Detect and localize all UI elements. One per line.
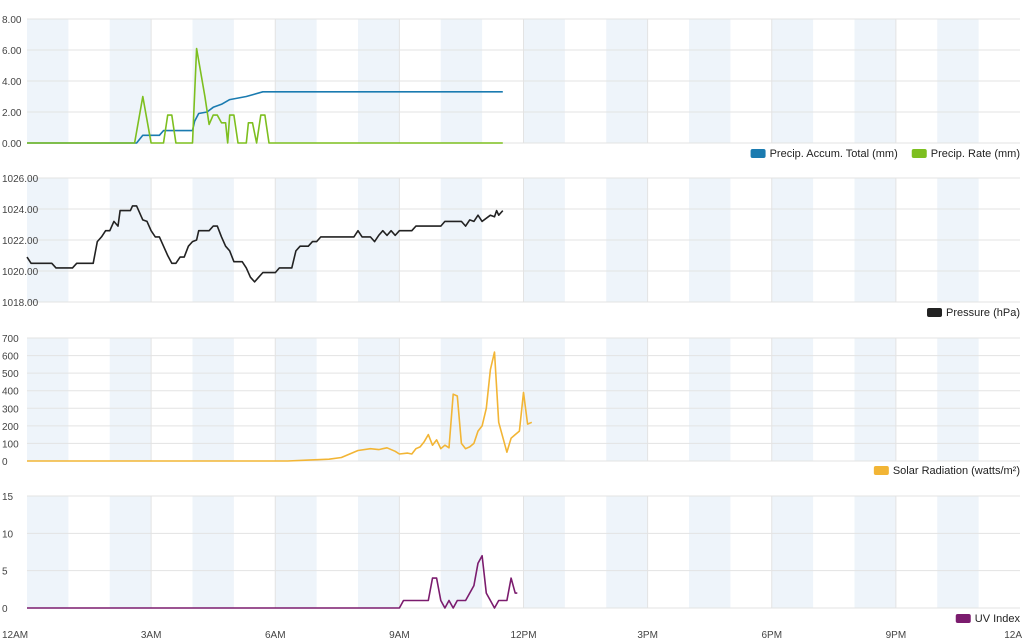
hour-band <box>358 338 400 461</box>
series-line-precipitation-1 <box>27 47 503 144</box>
hour-band <box>606 338 648 461</box>
hour-band <box>606 496 648 608</box>
hour-band <box>275 338 317 461</box>
y-tick-label: 0 <box>2 457 8 468</box>
y-tick-label: 8.00 <box>2 15 22 26</box>
x-tick-label: 12A <box>1004 630 1022 641</box>
hour-band <box>937 338 979 461</box>
hour-band <box>771 496 814 608</box>
x-tick-label: 12PM <box>510 630 536 641</box>
x-tick-label: 12AM <box>2 630 28 641</box>
hour-band <box>689 338 731 461</box>
legend-label[interactable]: Precip. Rate (mm) <box>931 148 1020 160</box>
y-tick-label: 2.00 <box>2 108 22 119</box>
x-tick-label: 9PM <box>886 630 907 641</box>
x-tick-label: 6PM <box>761 630 782 641</box>
series-line-precipitation-0 <box>27 91 503 144</box>
x-tick-label: 9AM <box>389 630 410 641</box>
y-tick-label: 1018.00 <box>2 298 39 309</box>
legend-swatch <box>911 149 927 158</box>
y-tick-label: 1026.00 <box>2 174 39 185</box>
y-tick-label: 10 <box>2 529 14 540</box>
y-tick-label: 1022.00 <box>2 236 39 247</box>
series-line-solar-0 <box>27 351 533 462</box>
x-tick-label: 6AM <box>265 630 286 641</box>
y-tick-label: 200 <box>2 422 19 433</box>
y-tick-label: 700 <box>2 334 19 345</box>
hour-band <box>27 496 69 608</box>
y-tick-label: 5 <box>2 567 8 578</box>
chart-panel-precipitation: 0.00 2.00 4.00 6.00 8.00 Precip. Rate (mm) Pre… <box>2 15 1020 160</box>
chart-panel-solar: 0 100 200 300 400 500 600 700 Solar Radiation (w… <box>2 334 1020 477</box>
y-tick-label: 1024.00 <box>2 205 39 216</box>
hour-band <box>275 496 317 608</box>
y-tick-label: 300 <box>2 404 19 415</box>
x-tick-label: 3PM <box>637 630 658 641</box>
y-tick-label: 4.00 <box>2 77 22 88</box>
y-tick-label: 400 <box>2 387 19 398</box>
series-line-uv-0 <box>27 554 518 609</box>
hour-band <box>192 338 234 461</box>
hour-band <box>854 338 896 461</box>
hour-band <box>937 496 979 608</box>
hour-band <box>440 496 483 608</box>
y-tick-label: 15 <box>2 492 14 503</box>
legend-label[interactable]: Solar Radiation (watts/m²) <box>893 465 1020 477</box>
legend-swatch <box>750 149 766 158</box>
hour-band <box>109 496 152 608</box>
y-tick-label: 600 <box>2 352 19 363</box>
x-tick-label: 3AM <box>141 630 162 641</box>
chart-panel-uv: 0 5 10 15 UV Index <box>2 492 1020 625</box>
hour-band <box>27 338 69 461</box>
y-tick-label: 1020.00 <box>2 267 39 278</box>
hour-band <box>689 496 731 608</box>
legend-swatch <box>955 614 971 623</box>
chart-panel-pressure: 1018.00 1020.00 1022.00 1024.00 1026.00 Press… <box>2 174 1020 319</box>
legend-label[interactable]: UV Index <box>975 613 1021 625</box>
legend-swatch <box>873 466 889 475</box>
y-tick-label: 500 <box>2 369 19 380</box>
legend-swatch <box>927 308 943 317</box>
hour-band <box>192 496 234 608</box>
hour-band <box>771 338 814 461</box>
y-tick-label: 0.00 <box>2 139 22 150</box>
series-line-pressure-0 <box>26 205 504 283</box>
hour-band <box>854 496 896 608</box>
y-tick-label: 0 <box>2 604 8 615</box>
legend-label[interactable]: Pressure (hPa) <box>946 307 1020 319</box>
hour-band <box>523 338 565 461</box>
legend-label[interactable]: Precip. Accum. Total (mm) <box>770 148 898 160</box>
hour-band <box>358 496 400 608</box>
y-tick-label: 6.00 <box>2 46 22 57</box>
hour-band <box>523 496 565 608</box>
hour-band <box>109 338 152 461</box>
y-tick-label: 100 <box>2 439 19 450</box>
